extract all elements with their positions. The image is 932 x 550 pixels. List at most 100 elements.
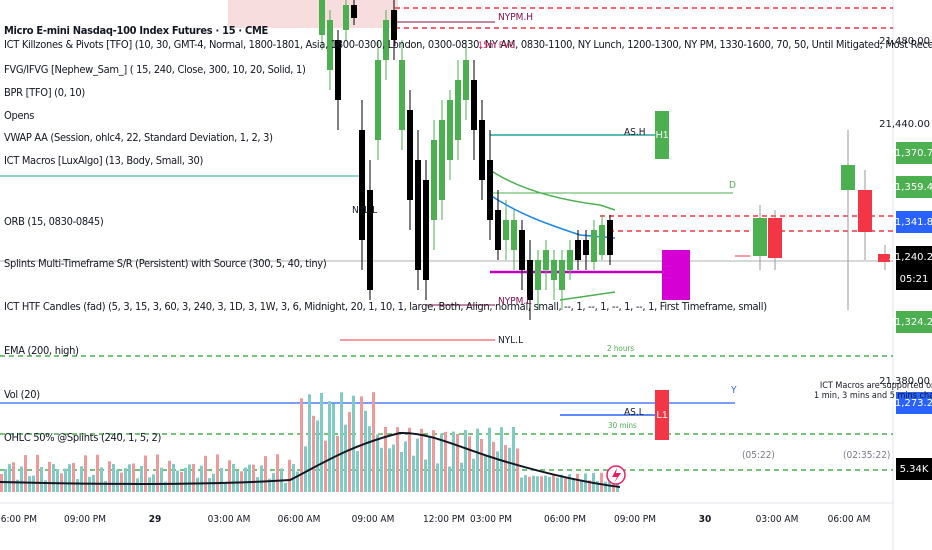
price-tag-4: 21,324.20 <box>889 311 932 333</box>
volume-bar <box>388 448 391 492</box>
time-label: 06:00 PM <box>544 514 586 525</box>
candle-body <box>551 260 557 280</box>
volume-bar <box>332 403 335 492</box>
volume-bar <box>560 474 563 492</box>
volume-bar <box>236 471 239 492</box>
volume-bar <box>612 482 615 492</box>
volume-bar <box>224 482 227 492</box>
indicator-legend-item[interactable]: VWAP AA (Session, ohlc4, 22, Standard De… <box>4 131 273 144</box>
volume-bar <box>68 464 71 492</box>
indicator-legend-item[interactable]: FVG/IFVG [Nephew_Sam_] ( 15, 240, Close,… <box>4 63 306 76</box>
candle-body <box>535 260 541 290</box>
label-as-l: AS.L <box>624 407 644 418</box>
volume-bar <box>380 447 383 492</box>
candle-body <box>559 260 565 290</box>
volume-bar <box>112 464 115 492</box>
volume-bar <box>252 464 255 492</box>
candle-body <box>375 60 381 140</box>
volume-bar <box>556 477 559 492</box>
indicator-legend-item[interactable]: ICT Killzones & Pivots [TFO] (10, 30, GM… <box>4 38 932 51</box>
htf-candle <box>841 165 855 190</box>
volume-bar <box>16 479 19 492</box>
volume-bar <box>300 398 303 492</box>
price-label-mid: 21,440.00 <box>879 119 930 130</box>
vwap-upper <box>489 169 616 211</box>
volume-bar <box>340 392 343 492</box>
volume-bar <box>228 460 231 492</box>
volume-bar <box>176 470 179 492</box>
volume-bar <box>208 478 211 492</box>
volume-bar <box>532 475 535 492</box>
indicator-legend-item[interactable]: ICT HTF Candles (fad) (5, 3, 15, 3, 60, … <box>4 300 767 313</box>
volume-bar <box>476 428 479 492</box>
volume-ma <box>0 431 621 488</box>
volume-bar <box>448 466 451 492</box>
volume-bar <box>424 459 427 492</box>
htf-candle <box>858 190 872 232</box>
volume-bar <box>572 478 575 492</box>
volume-bar <box>436 463 439 492</box>
volume-bar <box>588 480 591 492</box>
volume-bar <box>528 476 531 492</box>
volume-bar <box>344 424 347 492</box>
volume-bar <box>232 464 235 492</box>
volume-bar <box>172 464 175 492</box>
volume-bar <box>64 468 67 492</box>
label-nypm-l: NYPM.L <box>498 296 532 307</box>
volume-bar <box>96 454 99 492</box>
candle-body <box>599 225 605 255</box>
volume-bar <box>256 477 259 492</box>
candle-body <box>359 130 365 240</box>
volume-bar <box>296 471 299 492</box>
candle-body <box>583 240 589 255</box>
volume-bar <box>440 433 443 492</box>
indicator-legend-item[interactable]: BPR [TFO] (0, 10) <box>4 86 85 99</box>
indicator-legend-item[interactable]: OHLC 50% @Splints (240, 1, 5, 2) <box>4 431 162 444</box>
volume-bar <box>576 473 579 492</box>
indicator-legend-item[interactable]: Splints Multi-Timeframe S/R (Persistent)… <box>4 257 327 270</box>
volume-bar <box>508 447 511 492</box>
candle-body <box>407 110 413 200</box>
label-30-mins: 30 mins <box>608 421 637 430</box>
volume-bar <box>12 462 15 492</box>
label-nyl-l: NYL.L <box>498 335 524 346</box>
volume-bar <box>40 466 43 492</box>
volume-bar <box>336 436 339 492</box>
candle-body <box>343 5 349 30</box>
indicator-legend-item[interactable]: ORB (15, 0830-0845) <box>4 215 104 228</box>
indicator-legend-item[interactable]: EMA (200, high) <box>4 344 79 357</box>
volume-bar <box>140 465 143 492</box>
candle-body <box>447 100 453 160</box>
volume-bar <box>536 476 539 492</box>
volume-bar <box>136 478 139 492</box>
volume-bar <box>124 468 127 492</box>
price-label-low: 21,380.00 <box>879 376 930 387</box>
volume-bar <box>76 479 79 492</box>
candle-body <box>487 160 493 220</box>
macro-note: ICT Macros are supported on: 1 min, 3 mi… <box>814 381 932 401</box>
candle-body <box>439 120 445 200</box>
volume-bar <box>184 467 187 492</box>
volume-bar <box>108 461 111 492</box>
volume-bar <box>484 455 487 492</box>
volume-bar <box>444 431 447 492</box>
indicator-legend-item[interactable]: Opens <box>4 109 35 122</box>
volume-bar <box>8 464 11 492</box>
candle-body <box>423 180 429 280</box>
volume-bar <box>408 427 411 492</box>
volume-bar <box>264 456 267 492</box>
volume-bar <box>220 468 223 492</box>
volume-bar <box>32 475 35 492</box>
indicator-legend-item[interactable]: ICT Macros [LuxAlgo] (13, Body, Small, 3… <box>4 154 204 167</box>
volume-bar <box>44 480 47 492</box>
volume-bar <box>412 455 415 492</box>
time-label: 03:00 AM <box>207 514 251 525</box>
volume-bar <box>348 412 351 492</box>
volume-bar <box>584 473 587 492</box>
volume-bar <box>512 427 515 492</box>
lightning-icon-bolt <box>612 468 621 483</box>
indicator-legend-item[interactable]: Vol (20) <box>4 388 40 401</box>
candle-body <box>327 20 333 70</box>
volume-bar <box>308 394 311 492</box>
